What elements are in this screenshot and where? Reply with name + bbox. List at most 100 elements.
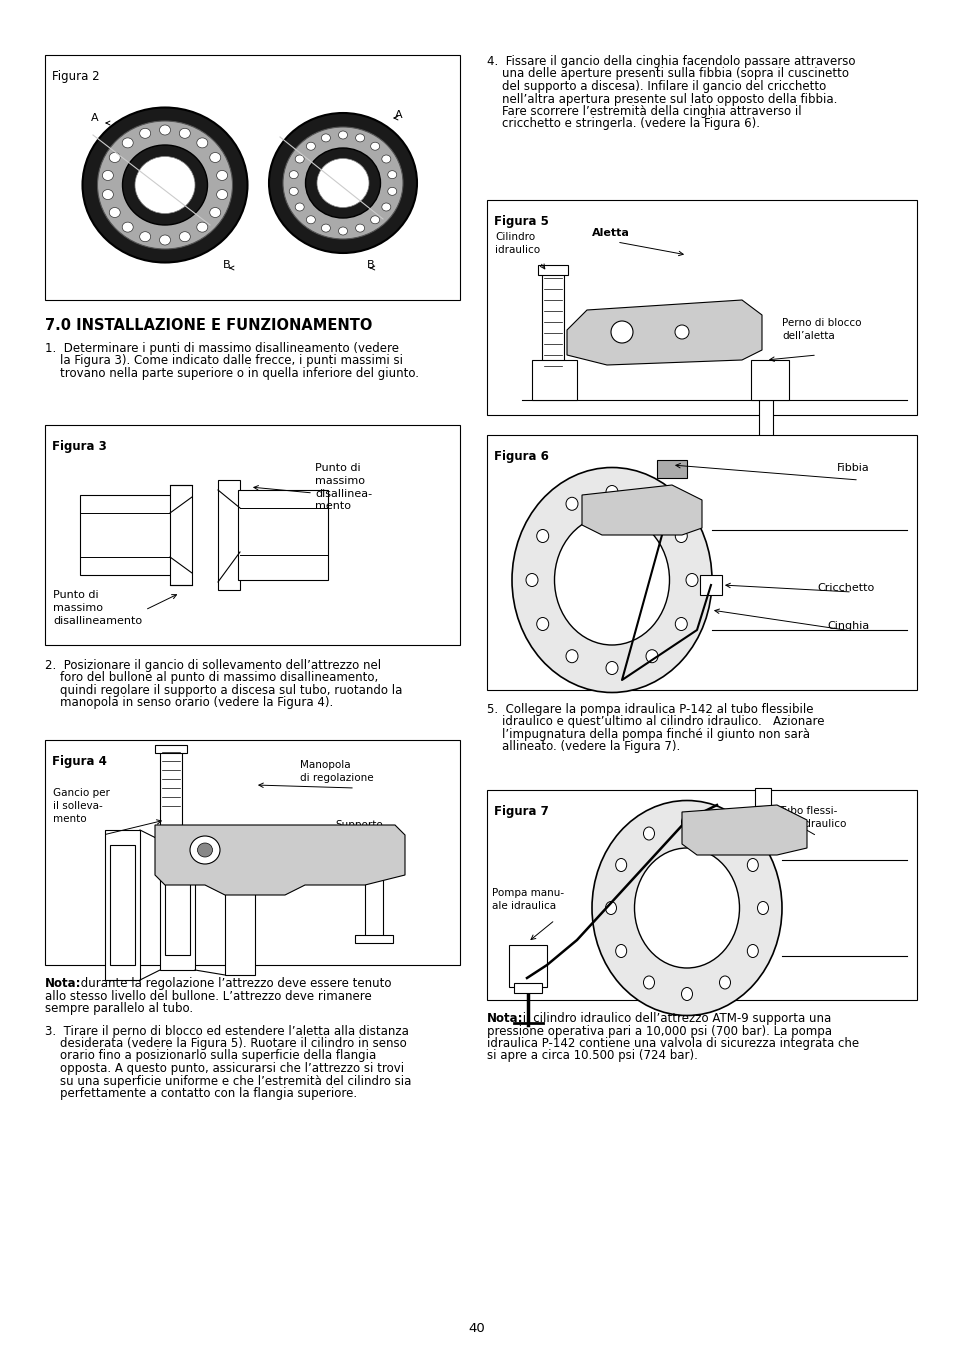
Text: su una superficie uniforme e che l’estremità del cilindro sia: su una superficie uniforme e che l’estre… <box>45 1075 411 1088</box>
Bar <box>170 485 192 585</box>
Text: Figura 4: Figura 4 <box>52 755 107 768</box>
Bar <box>45 55 459 300</box>
Text: 5.  Collegare la pompa idraulica P-142 al tubo flessibile: 5. Collegare la pompa idraulica P-142 al… <box>486 703 813 716</box>
Bar <box>486 435 916 690</box>
Ellipse shape <box>355 224 364 232</box>
Ellipse shape <box>565 497 578 510</box>
Text: 7.0 INSTALLAZIONE E FUNZIONAMENTO: 7.0 INSTALLAZIONE E FUNZIONAMENTO <box>45 319 372 333</box>
Ellipse shape <box>338 227 347 235</box>
Ellipse shape <box>216 189 228 200</box>
Text: Fibbia: Fibbia <box>836 463 869 472</box>
Ellipse shape <box>525 574 537 586</box>
Text: allineato. (vedere la Figura 7).: allineato. (vedere la Figura 7). <box>486 741 679 753</box>
Ellipse shape <box>179 232 191 242</box>
Ellipse shape <box>321 224 330 232</box>
Ellipse shape <box>554 514 669 645</box>
Ellipse shape <box>135 157 194 213</box>
Ellipse shape <box>210 208 220 217</box>
Bar <box>80 495 174 575</box>
Ellipse shape <box>537 617 548 630</box>
Text: foro del bullone al punto di massimo disallineamento,: foro del bullone al punto di massimo dis… <box>45 671 377 684</box>
Ellipse shape <box>122 138 133 148</box>
Bar <box>355 936 393 944</box>
Bar <box>365 840 382 940</box>
Ellipse shape <box>305 148 380 217</box>
Bar <box>160 751 182 825</box>
Text: 2.  Posizionare il gancio di sollevamento dell’attrezzo nel: 2. Posizionare il gancio di sollevamento… <box>45 659 381 672</box>
Text: opposta. A questo punto, assicurarsi che l’attrezzo si trovi: opposta. A questo punto, assicurarsi che… <box>45 1062 404 1075</box>
Ellipse shape <box>537 529 548 543</box>
Text: Perno di blocco
dell’aletta: Perno di blocco dell’aletta <box>781 319 861 340</box>
Text: Figura 3: Figura 3 <box>52 440 107 454</box>
Text: Supporto
a discesa: Supporto a discesa <box>335 819 383 842</box>
Ellipse shape <box>680 815 692 829</box>
Text: trovano nella parte superiore o in quella inferiore del giunto.: trovano nella parte superiore o in quell… <box>45 367 418 379</box>
Ellipse shape <box>283 127 402 239</box>
Ellipse shape <box>610 321 633 343</box>
Text: del supporto a discesa). Infilare il gancio del cricchetto: del supporto a discesa). Infilare il gan… <box>486 80 825 93</box>
Bar <box>532 360 577 400</box>
Ellipse shape <box>159 126 171 135</box>
Ellipse shape <box>179 128 191 138</box>
Ellipse shape <box>210 153 220 162</box>
Bar <box>218 481 240 590</box>
Ellipse shape <box>355 134 364 142</box>
Ellipse shape <box>615 945 626 957</box>
Text: 4.  Fissare il gancio della cinghia facendolo passare attraverso: 4. Fissare il gancio della cinghia facen… <box>486 55 855 68</box>
Ellipse shape <box>289 170 298 178</box>
Ellipse shape <box>197 842 213 857</box>
Text: si apre a circa 10.500 psi (724 bar).: si apre a circa 10.500 psi (724 bar). <box>486 1049 698 1062</box>
Polygon shape <box>581 485 701 535</box>
Ellipse shape <box>269 113 416 252</box>
Bar <box>754 448 776 456</box>
Text: A: A <box>395 109 402 120</box>
Bar <box>537 265 567 275</box>
Text: allo stesso livello del bullone. L’attrezzo deve rimanere: allo stesso livello del bullone. L’attre… <box>45 990 372 1003</box>
Text: Cricchetto: Cricchetto <box>816 583 873 593</box>
Ellipse shape <box>294 202 304 211</box>
Text: Figura 7: Figura 7 <box>494 805 548 818</box>
Text: quindi regolare il supporto a discesa sul tubo, ruotando la: quindi regolare il supporto a discesa su… <box>45 684 402 697</box>
Ellipse shape <box>381 202 391 211</box>
Ellipse shape <box>196 138 208 148</box>
Ellipse shape <box>643 976 654 990</box>
Text: Figura 2: Figura 2 <box>52 70 99 82</box>
Text: desiderata (vedere la Figura 5). Ruotare il cilindro in senso: desiderata (vedere la Figura 5). Ruotare… <box>45 1037 406 1050</box>
Polygon shape <box>154 825 405 895</box>
Text: perfettamente a contatto con la flangia superiore.: perfettamente a contatto con la flangia … <box>45 1087 356 1100</box>
Ellipse shape <box>645 649 658 663</box>
Ellipse shape <box>316 158 369 208</box>
Bar <box>486 790 916 1000</box>
Ellipse shape <box>634 848 739 968</box>
Text: una delle aperture presenti sulla fibbia (sopra il cuscinetto: una delle aperture presenti sulla fibbia… <box>486 68 848 81</box>
Ellipse shape <box>605 486 618 498</box>
Text: manopola in senso orario (vedere la Figura 4).: manopola in senso orario (vedere la Figu… <box>45 697 333 710</box>
Ellipse shape <box>110 153 120 162</box>
Ellipse shape <box>321 134 330 142</box>
Text: 40: 40 <box>468 1322 485 1335</box>
Ellipse shape <box>97 122 233 248</box>
Text: idraulica P-142 contiene una valvola di sicurezza integrata che: idraulica P-142 contiene una valvola di … <box>486 1037 859 1050</box>
Ellipse shape <box>159 235 171 244</box>
Ellipse shape <box>122 223 133 232</box>
Text: Tubo flessi-
bile idraulico: Tubo flessi- bile idraulico <box>779 806 845 829</box>
Ellipse shape <box>680 987 692 1000</box>
Text: cricchetto e stringerla. (vedere la Figura 6).: cricchetto e stringerla. (vedere la Figu… <box>486 117 760 131</box>
Ellipse shape <box>139 232 151 242</box>
Text: Nota:: Nota: <box>486 1012 523 1025</box>
Bar <box>105 830 140 980</box>
Text: pressione operativa pari a 10,000 psi (700 bar). La pompa: pressione operativa pari a 10,000 psi (7… <box>486 1025 831 1038</box>
Ellipse shape <box>685 574 698 586</box>
Bar <box>165 855 190 954</box>
Ellipse shape <box>196 223 208 232</box>
Text: orario fino a posizionarlo sulla superficie della flangia: orario fino a posizionarlo sulla superfi… <box>45 1049 375 1062</box>
Ellipse shape <box>338 131 347 139</box>
Ellipse shape <box>190 836 220 864</box>
Text: l’impugnatura della pompa finché il giunto non sarà: l’impugnatura della pompa finché il giun… <box>486 728 809 741</box>
Ellipse shape <box>643 828 654 840</box>
Bar <box>110 845 135 965</box>
Text: Pompa manu-
ale idraulica: Pompa manu- ale idraulica <box>492 888 563 911</box>
Text: sempre parallelo al tubo.: sempre parallelo al tubo. <box>45 1002 193 1015</box>
Ellipse shape <box>512 467 711 693</box>
Text: A: A <box>91 113 98 123</box>
